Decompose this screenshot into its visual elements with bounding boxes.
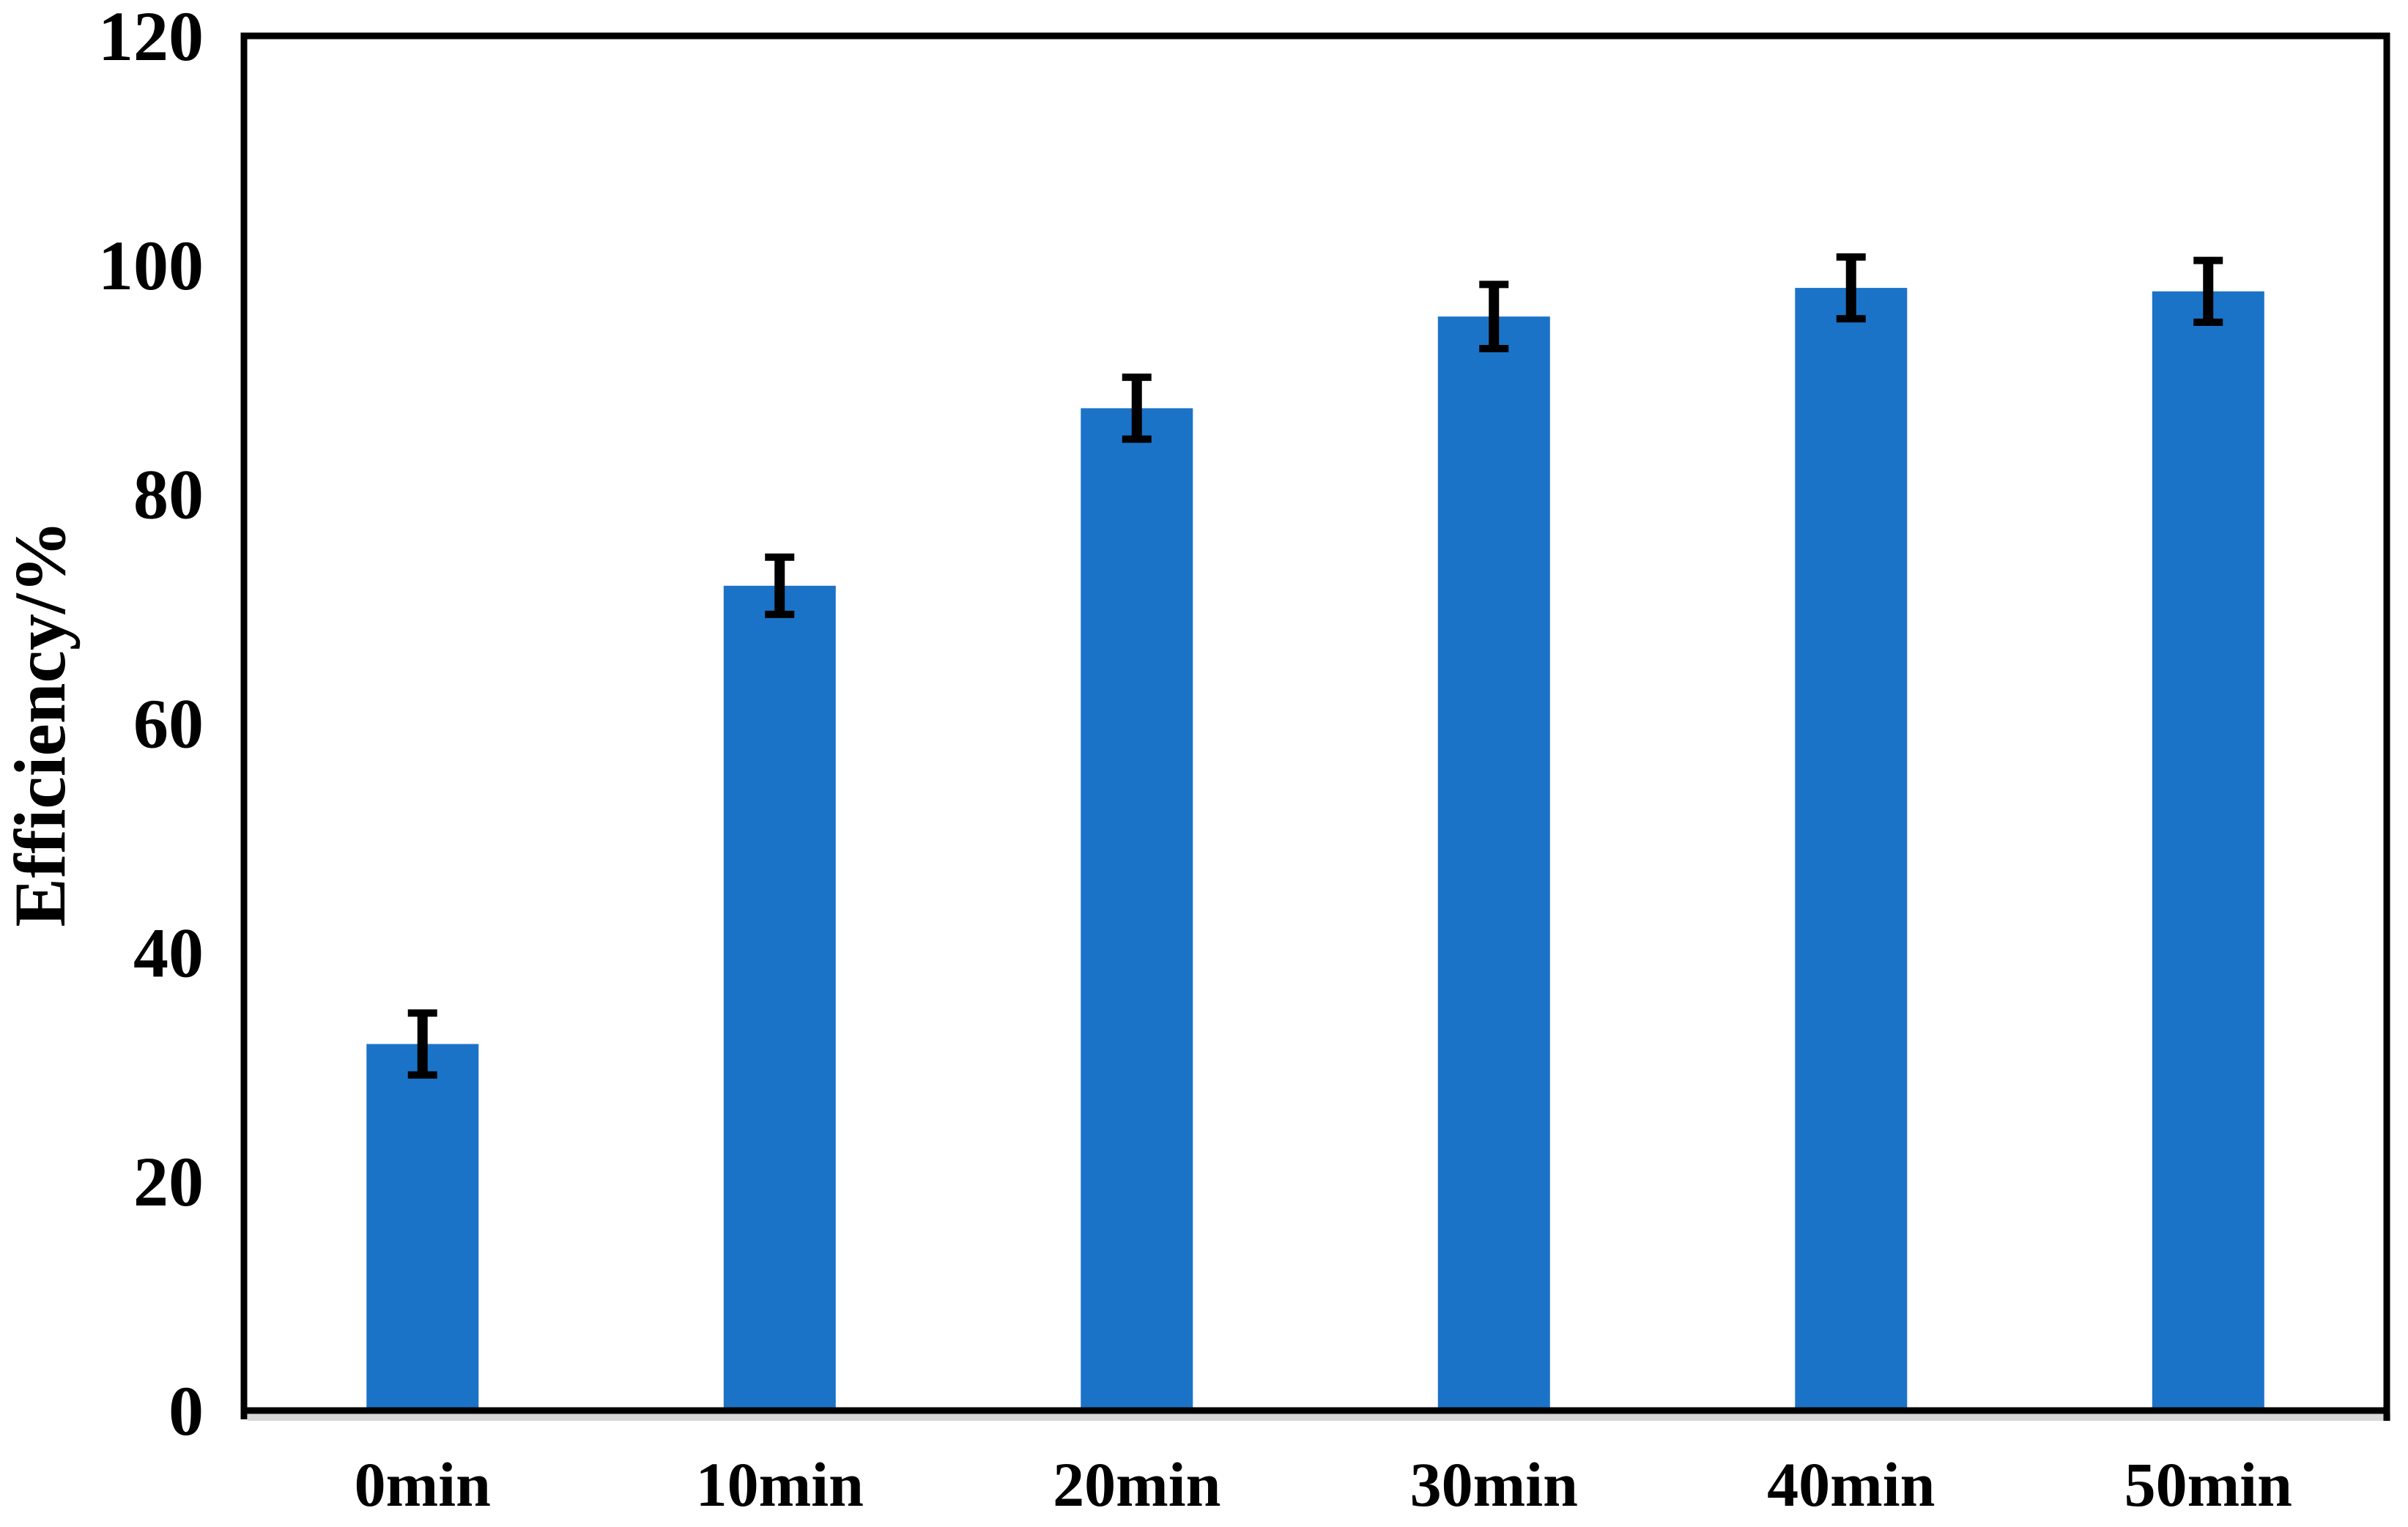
error-bar-caps-40min — [1836, 253, 1866, 323]
y-tick-label-0: 0 — [168, 1372, 204, 1450]
bar-40min — [1795, 288, 1908, 1411]
x-category-label-50min: 50min — [2124, 1449, 2292, 1520]
bar-50min — [2152, 291, 2264, 1411]
x-category-label-30min: 30min — [1410, 1449, 1578, 1520]
bar-0min — [366, 1044, 479, 1411]
y-tick-label-60: 60 — [133, 685, 204, 763]
y-tick-label-40: 40 — [133, 913, 204, 992]
bar-10min — [723, 585, 836, 1411]
y-tick-label-120: 120 — [98, 0, 204, 75]
error-bar-caps-50min — [2193, 256, 2223, 326]
error-bar-caps-30min — [1479, 280, 1509, 352]
x-axis-category-labels: 0min 10min 20min 30min 40min 50min — [355, 1449, 2292, 1520]
axis-shadow-strip — [248, 1413, 2390, 1421]
bars-layer — [366, 288, 2264, 1411]
error-bars-layer — [407, 253, 2223, 1079]
error-bar-caps-0min — [407, 1009, 437, 1079]
y-tick-label-100: 100 — [98, 226, 204, 305]
error-bar-caps-20min — [1122, 374, 1152, 443]
y-axis-title: Efficiency/% — [0, 520, 81, 926]
y-tick-label-20: 20 — [133, 1143, 204, 1221]
error-bar-caps-10min — [765, 553, 795, 618]
x-category-label-0min: 0min — [355, 1449, 491, 1520]
x-category-label-20min: 20min — [1053, 1449, 1220, 1520]
plot-border — [240, 32, 2390, 1414]
x-category-label-10min: 10min — [696, 1449, 864, 1520]
x-category-label-40min: 40min — [1767, 1449, 1935, 1520]
y-tick-label-80: 80 — [133, 456, 204, 534]
y-axis-tick-labels: 0 20 40 60 80 100 120 — [98, 0, 204, 1450]
bar-20min — [1081, 408, 1193, 1411]
plot-area-background — [244, 36, 2387, 1411]
bar-30min — [1437, 316, 1550, 1411]
